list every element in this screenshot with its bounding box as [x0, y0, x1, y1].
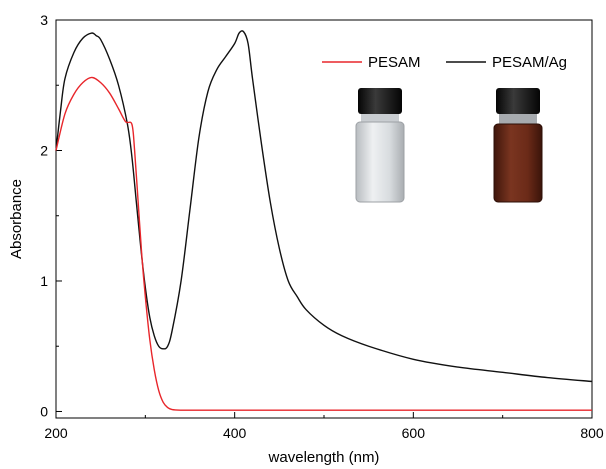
vial-brown-neck — [499, 114, 537, 124]
y-tick-label-0: 0 — [40, 403, 48, 419]
x-tick-label-800: 800 — [580, 425, 604, 441]
x-tick-label-600: 600 — [402, 425, 426, 441]
plot-frame — [55, 19, 593, 419]
y-axis-ticks — [56, 19, 62, 412]
legend-label-pesam: PESAM — [368, 54, 421, 71]
x-tick-label-400: 400 — [223, 425, 247, 441]
vial-clear-photo — [355, 88, 405, 203]
legend-label-pesam-ag: PESAM/Ag — [492, 54, 567, 71]
y-axis-tick-labels: 0 1 2 3 — [40, 12, 48, 419]
y-tick-label-2: 2 — [40, 142, 48, 158]
x-tick-label-200: 200 — [44, 425, 68, 441]
y-tick-label-1: 1 — [40, 273, 48, 289]
legend: PESAM PESAM/Ag — [322, 54, 567, 71]
x-axis-ticks — [55, 412, 593, 418]
vial-brown-body — [493, 123, 543, 203]
vial-brown-cap — [496, 88, 540, 114]
vial-clear-body — [355, 121, 405, 203]
x-axis-tick-labels: 200 400 600 800 — [44, 425, 604, 441]
series-line-pesam-ag — [55, 30, 593, 383]
vial-clear-cap — [358, 88, 402, 114]
y-tick-label-3: 3 — [40, 12, 48, 28]
y-axis-label: Absorbance — [8, 179, 25, 259]
series-lines — [55, 30, 593, 411]
x-axis-label: wavelength (nm) — [268, 449, 380, 466]
vial-brown-photo — [493, 88, 543, 203]
series-line-pesam — [55, 76, 592, 411]
vial-clear-neck — [361, 114, 399, 122]
